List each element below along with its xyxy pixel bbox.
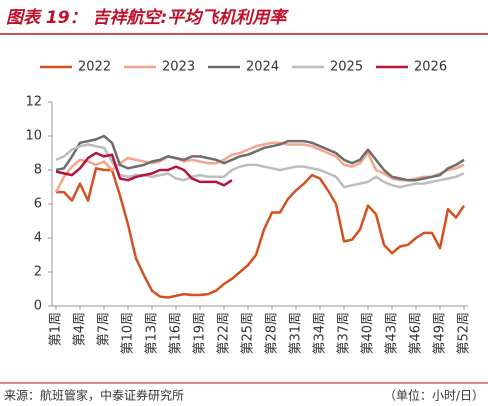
x-tick-label: 第7周: [97, 312, 112, 346]
x-tick-label: 第46周: [409, 312, 424, 355]
x-tick-label: 第1周: [49, 312, 64, 346]
legend-label: 2026: [414, 60, 447, 75]
x-tick-label: 第34周: [313, 312, 328, 355]
source: 来源：航班管家，中泰证券研究所: [4, 388, 184, 403]
x-tick-label: 第19周: [193, 312, 208, 355]
y-tick-label: 0: [34, 299, 42, 314]
x-tick-label: 第13周: [145, 312, 160, 355]
x-tick-label: 第43周: [385, 312, 400, 355]
legend-label: 2025: [330, 60, 363, 75]
series-line: [55, 134, 465, 182]
unit: （单位：小时/日）: [384, 388, 484, 403]
y-tick-label: 4: [34, 231, 42, 246]
y-tick-label: 2: [34, 265, 42, 280]
x-tick-label: 第16周: [169, 312, 184, 355]
series-line: [56, 167, 466, 299]
x-tick-label: 第28周: [265, 312, 280, 355]
y-tick-label: 6: [34, 197, 42, 212]
x-tick-label: 第10周: [121, 312, 136, 355]
y-tick-label: 8: [34, 163, 42, 178]
x-tick-label: 第31周: [289, 312, 304, 355]
chart-title: 图表 19： 吉祥航空:平均飞机利用率: [6, 8, 289, 28]
legend-label: 2022: [78, 60, 111, 75]
x-tick-label: 第40周: [361, 312, 376, 355]
legend-label: 2024: [246, 60, 279, 75]
x-tick-label: 第22周: [217, 312, 232, 355]
series-line: [55, 143, 465, 189]
y-tick-label: 10: [25, 129, 42, 144]
legend-label: 2023: [162, 60, 195, 75]
series-line: [55, 151, 233, 187]
y-tick-label: 12: [25, 95, 42, 110]
x-tick-label: 第25周: [241, 312, 256, 355]
x-tick-label: 第52周: [457, 312, 472, 355]
x-tick-label: 第4周: [73, 312, 88, 346]
x-tick-label: 第49周: [433, 312, 448, 355]
x-tick-label: 第37周: [337, 312, 352, 355]
series-line: [54, 141, 465, 193]
